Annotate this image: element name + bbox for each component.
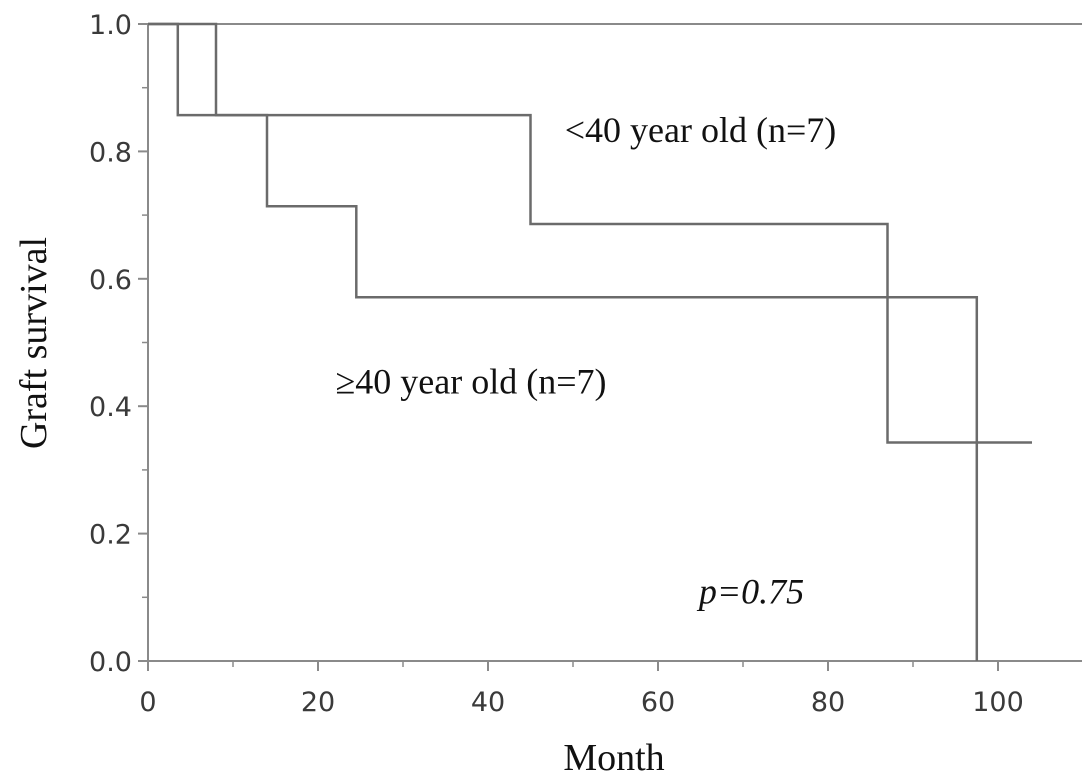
y-tick-label: 0.0 [89,647,132,678]
axis-ticks [138,23,999,671]
annotation-group-label: <40 year old (n=7) [565,110,837,150]
annotation-group-label: ≥40 year old (n=7) [336,361,607,401]
x-tick-label: 20 [301,687,335,718]
x-axis-title: Month [563,737,664,778]
x-tick-label: 80 [811,687,845,718]
x-tick-label: 60 [641,687,675,718]
y-tick-label: 0.6 [89,265,132,296]
y-tick-label: 1.0 [89,10,132,41]
tick-labels: 0 20 40 60 80 100 0.0 0.2 0.4 0.6 0.8 1.0 [89,10,1024,718]
y-tick-label: 0.2 [89,520,132,551]
series-layer [148,22,1032,661]
annotation-p-value: p=0.75 [696,572,804,612]
x-tick-label: 0 [139,687,156,718]
series-line-over-40 [148,22,979,661]
y-tick-label: 0.8 [89,137,132,168]
x-tick-label: 100 [972,687,1024,718]
y-axis-title: Graft survival [13,237,55,449]
x-tick-label: 40 [471,687,505,718]
y-tick-label: 0.4 [89,392,132,423]
annotations: <40 year old (n=7) ≥40 year old (n=7) p=0.… [336,110,837,612]
series-line-under-40 [148,22,1032,444]
